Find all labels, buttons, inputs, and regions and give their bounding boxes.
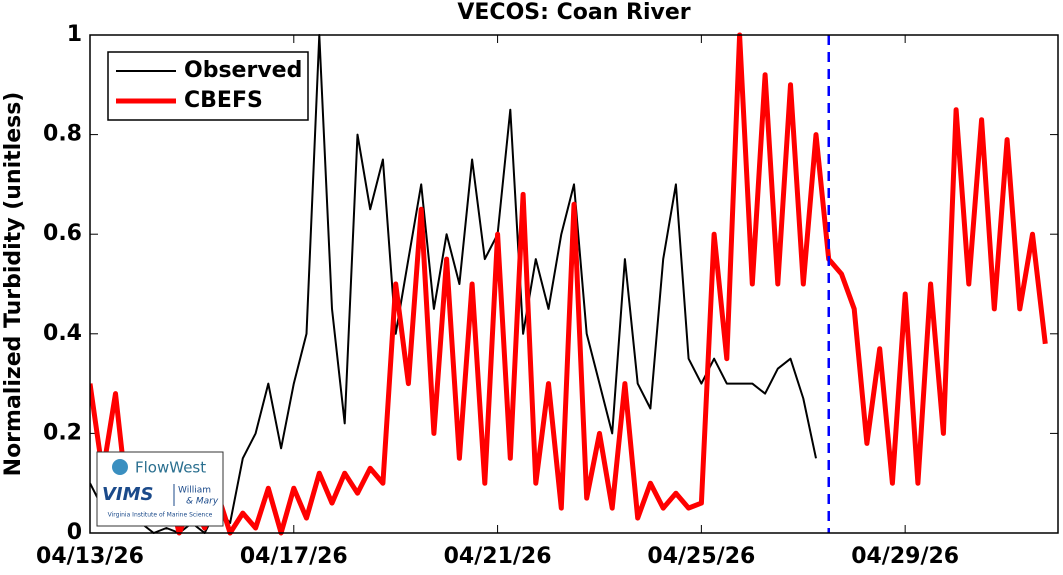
logo-william: William bbox=[178, 486, 211, 496]
logo-vims: VIMS bbox=[102, 484, 154, 505]
y-tick-label: 0.2 bbox=[43, 420, 82, 445]
x-tick-label: 04/21/26 bbox=[444, 544, 552, 569]
x-tick-label: 04/25/26 bbox=[647, 544, 755, 569]
y-tick-label: 0 bbox=[67, 520, 82, 545]
plot-area: 0 0.2 0.4 0.6 0.8 1 04/13/26 04/17/26 04/21/26 04… bbox=[36, 22, 1059, 569]
legend-box bbox=[107, 51, 309, 121]
y-tick-label: 0.6 bbox=[43, 221, 82, 246]
logo-flowwest: FlowWest bbox=[135, 459, 206, 477]
y-axis-label: Normalized Turbidity (unitless) bbox=[1, 92, 26, 477]
chart-title: VECOS: Coan River bbox=[457, 0, 690, 25]
y-tick-label: 1 bbox=[67, 22, 82, 47]
x-tick-label: 04/17/26 bbox=[240, 544, 348, 569]
logo-mary: & Mary bbox=[186, 497, 219, 507]
plot-frame bbox=[89, 34, 1059, 534]
x-tick-label: 04/29/26 bbox=[851, 544, 959, 569]
logo-institute: Virginia Institute of Marine Science bbox=[108, 512, 213, 519]
logo: FlowWest VIMS William & Mary Virginia In… bbox=[96, 451, 224, 527]
y-tick-label: 0.4 bbox=[43, 321, 82, 346]
series-line bbox=[90, 32, 1048, 536]
y-tick-label: 0.8 bbox=[43, 122, 82, 147]
legend-label: CBEFS bbox=[184, 88, 263, 113]
legend-label: Observed bbox=[184, 58, 302, 83]
logo-icon bbox=[112, 459, 128, 475]
x-tick-label: 04/13/26 bbox=[36, 544, 144, 569]
